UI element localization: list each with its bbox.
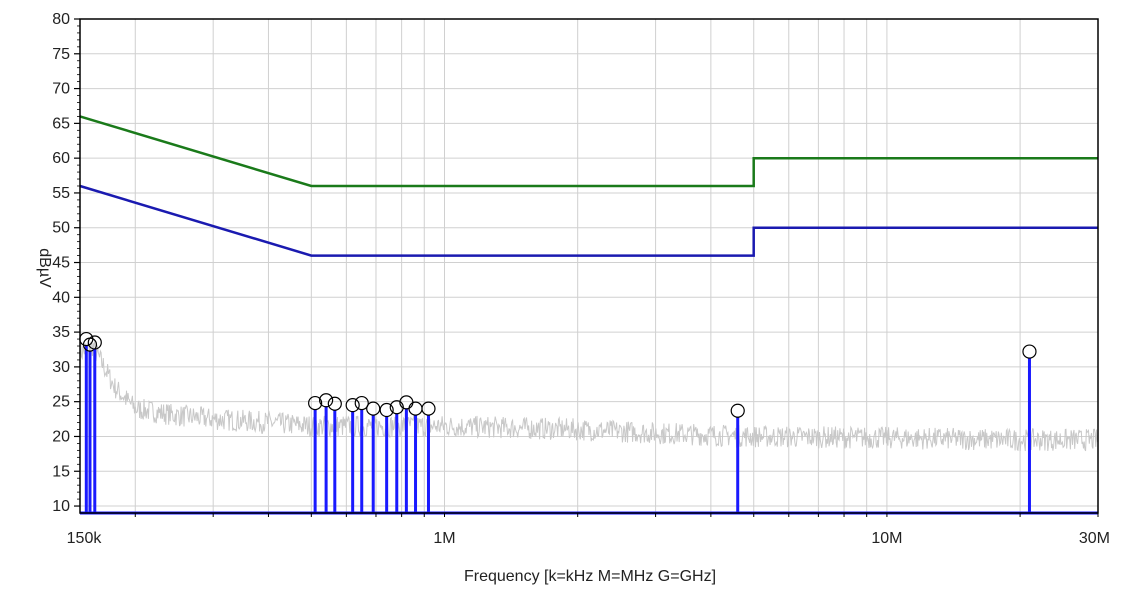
y-tick-label: 60 [52, 150, 70, 167]
y-tick-label: 20 [52, 428, 70, 445]
y-tick-label: 65 [52, 115, 70, 132]
marker-point [354, 395, 369, 411]
plot-frame [79, 18, 1099, 514]
y-tick-label: 25 [52, 394, 70, 411]
marker-point [421, 401, 436, 416]
marker-point [308, 395, 323, 411]
y-tick-label: 55 [52, 185, 70, 202]
x-tick-label: 10M [871, 530, 902, 547]
marker-point [319, 393, 334, 408]
marker-point [87, 335, 102, 350]
y-tick-label: 70 [52, 81, 70, 98]
axes: 10 15 20 25 30 35 40 45 50 55 60 65 70 75 80 150k 1M 10M 3… [52, 11, 1110, 547]
marker-point [366, 401, 381, 416]
x-tick-label: 30M [1079, 530, 1110, 547]
limit-line-1 [79, 115, 1098, 188]
y-tick-label: 35 [52, 324, 70, 341]
measurement-trace [79, 340, 1099, 452]
limit-line-2 [79, 184, 1098, 257]
y-tick-label: 10 [52, 498, 70, 515]
x-axis-title: Frequency [k=kHz M=MHz G=GHz] [464, 568, 716, 585]
y-tick-label: 50 [52, 220, 70, 237]
x-tick-label: 150k [67, 530, 103, 547]
y-tick-label: 80 [52, 11, 70, 28]
y-tick-label: 75 [52, 46, 70, 63]
marker-point [408, 401, 423, 416]
x-tick-label: 1M [433, 530, 455, 547]
series-layer [79, 115, 1099, 452]
marker-point [327, 396, 342, 411]
y-tick-label: 30 [52, 359, 70, 376]
grid [80, 18, 1099, 513]
y-tick-label: 15 [52, 463, 70, 480]
y-axis-title: dBµV [36, 248, 53, 288]
marker-point [389, 400, 404, 415]
marker-point [345, 398, 360, 413]
y-tick-label: 40 [52, 289, 70, 306]
marker-point [379, 402, 394, 418]
marker-point [730, 403, 745, 418]
marker-point [1022, 344, 1037, 359]
y-tick-label: 45 [52, 255, 70, 272]
